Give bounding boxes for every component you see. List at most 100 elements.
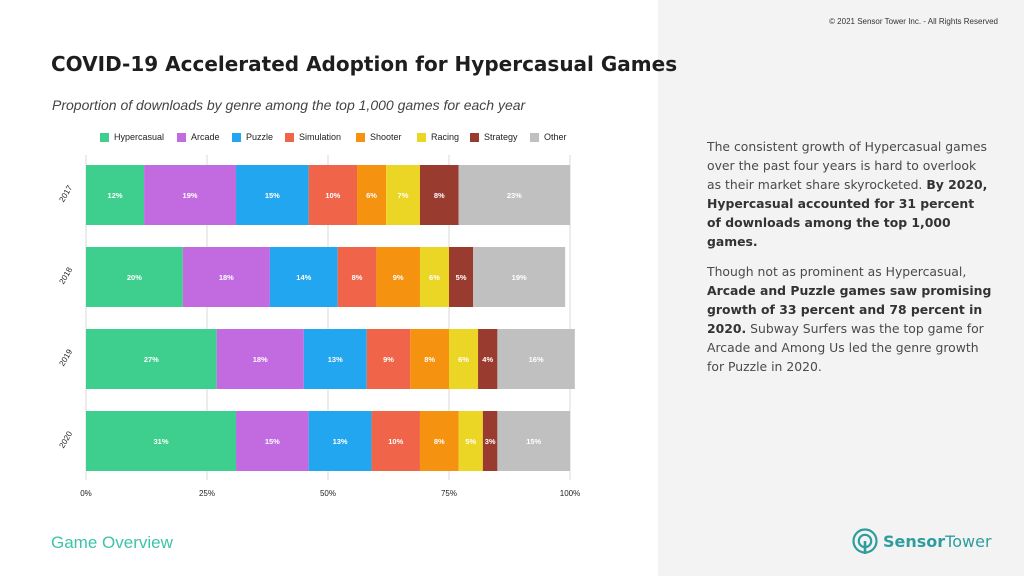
legend-label: Arcade (191, 132, 220, 142)
legend-swatch (530, 132, 539, 142)
data-label: 10% (388, 437, 403, 446)
legend-label: Strategy (484, 132, 518, 142)
data-label: 16% (529, 355, 544, 364)
bar-segment-racing-2017 (386, 165, 420, 225)
bar-segment-other-2020 (497, 411, 570, 471)
data-label: 10% (325, 191, 340, 200)
data-label: 23% (507, 191, 522, 200)
legend-item-arcade: Arcade (177, 130, 220, 144)
bar-segment-simulation-2020 (371, 411, 420, 471)
data-label: 4% (482, 355, 493, 364)
data-label: 19% (512, 273, 527, 282)
legend-item-other: Other (530, 130, 567, 144)
legend-label: Other (544, 132, 567, 142)
data-label: 8% (434, 437, 445, 446)
commentary-p2-text: Though not as prominent as Hypercasual, (707, 264, 967, 279)
commentary-paragraph-2: Though not as prominent as Hypercasual, … (707, 262, 992, 376)
data-label: 15% (265, 437, 280, 446)
data-label: 5% (456, 273, 467, 282)
x-tick-label: 25% (199, 489, 215, 498)
bar-segment-racing-2018 (419, 247, 449, 307)
logo-text-tower: Tower (945, 531, 992, 551)
sensor-tower-logo: Sensor Tower (852, 527, 992, 555)
stacked-bar-chart: 0% 25% 50% 75% 100% 12% 19% 15% 10% 6% 7% 8% 23% 2017… (57, 155, 580, 498)
bar-segment-strategy-2017 (419, 165, 459, 225)
commentary-panel (658, 0, 1024, 576)
data-label: 7% (398, 191, 409, 200)
x-tick-label: 50% (320, 489, 336, 498)
x-tick-label: 100% (560, 489, 580, 498)
bar-segment-hypercasual-2020 (86, 411, 237, 471)
data-label: 6% (458, 355, 469, 364)
legend-swatch (100, 132, 109, 142)
bar-segment-strategy-2020 (482, 411, 498, 471)
bar-segment-strategy-2019 (478, 329, 498, 389)
bar-segment-puzzle-2017 (236, 165, 309, 225)
bar-segment-arcade-2020 (236, 411, 309, 471)
commentary-paragraph-1: The consistent growth of Hypercasual gam… (707, 137, 992, 251)
data-label: 27% (144, 355, 159, 364)
bar-segment-shooter-2020 (419, 411, 459, 471)
data-label: 15% (265, 191, 280, 200)
chart-subtitle: Proportion of downloads by genre among t… (52, 97, 526, 113)
sensor-tower-logo-icon (852, 528, 878, 554)
bar-segment-arcade-2019 (216, 329, 304, 389)
data-label: 6% (366, 191, 377, 200)
bar-segment-shooter-2017 (357, 165, 387, 225)
y-category-label: 2017 (57, 183, 74, 203)
bar-segment-arcade-2018 (182, 247, 270, 307)
bar-segment-shooter-2019 (410, 329, 449, 389)
data-label: 13% (333, 437, 348, 446)
legend-swatch (417, 132, 426, 142)
data-label: 8% (434, 191, 445, 200)
data-label: 12% (108, 191, 123, 200)
data-label: 18% (253, 355, 268, 364)
legend-item-simulation: Simulation (285, 130, 341, 144)
data-label: 9% (393, 273, 404, 282)
bar-segment-racing-2020 (458, 411, 483, 471)
commentary-p1-highlight: By 2020, Hypercasual accounted for 31 pe… (707, 177, 988, 249)
chart-legend: Hypercasual Arcade Puzzle Simulation Shooter… (100, 130, 600, 144)
legend-label: Racing (431, 132, 460, 142)
data-label: 5% (465, 437, 476, 446)
bar-segment-arcade-2017 (144, 165, 237, 225)
legend-swatch (356, 132, 365, 142)
legend-label: Simulation (299, 132, 342, 142)
legend-label: Puzzle (246, 132, 274, 142)
bar-segment-simulation-2017 (308, 165, 358, 225)
bar-segment-shooter-2018 (376, 247, 420, 307)
data-label: 31% (154, 437, 169, 446)
y-category-label: 2020 (57, 429, 74, 449)
legend-swatch (470, 132, 479, 142)
legend-swatch (177, 132, 186, 142)
bar-segment-puzzle-2019 (303, 329, 367, 389)
bar-segment-strategy-2018 (449, 247, 474, 307)
data-label: 19% (183, 191, 198, 200)
x-tick-label: 75% (441, 489, 457, 498)
legend-item-racing: Racing (417, 130, 459, 144)
bar-segment-puzzle-2018 (269, 247, 338, 307)
bar-segment-hypercasual-2019 (86, 329, 217, 389)
legend-swatch (285, 132, 294, 142)
bar-segment-racing-2019 (449, 329, 479, 389)
y-category-label: 2019 (57, 347, 74, 367)
data-label: 8% (352, 273, 363, 282)
data-label: 9% (383, 355, 394, 364)
commentary-p2-text-2: Subway Surfers was the top game for Arca… (707, 321, 984, 374)
commentary-p1-text: The consistent growth of Hypercasual gam… (707, 139, 987, 192)
data-label: 6% (429, 273, 440, 282)
data-label: 18% (219, 273, 234, 282)
bar-segment-simulation-2019 (366, 329, 411, 389)
data-label: 8% (424, 355, 435, 364)
x-tick-label: 0% (80, 489, 92, 498)
logo-text-sensor: Sensor (883, 531, 946, 551)
data-label: 15% (526, 437, 541, 446)
copyright-notice: © 2021 Sensor Tower Inc. - All Rights Re… (829, 17, 998, 26)
legend-label: Hypercasual (114, 132, 165, 142)
bar-segment-puzzle-2020 (308, 411, 372, 471)
bar-segment-other-2017 (458, 165, 570, 225)
legend-item-puzzle: Puzzle (232, 130, 273, 144)
section-label: Game Overview (51, 533, 173, 552)
data-label: 14% (296, 273, 311, 282)
page-title: COVID-19 Accelerated Adoption for Hyperc… (51, 52, 678, 76)
